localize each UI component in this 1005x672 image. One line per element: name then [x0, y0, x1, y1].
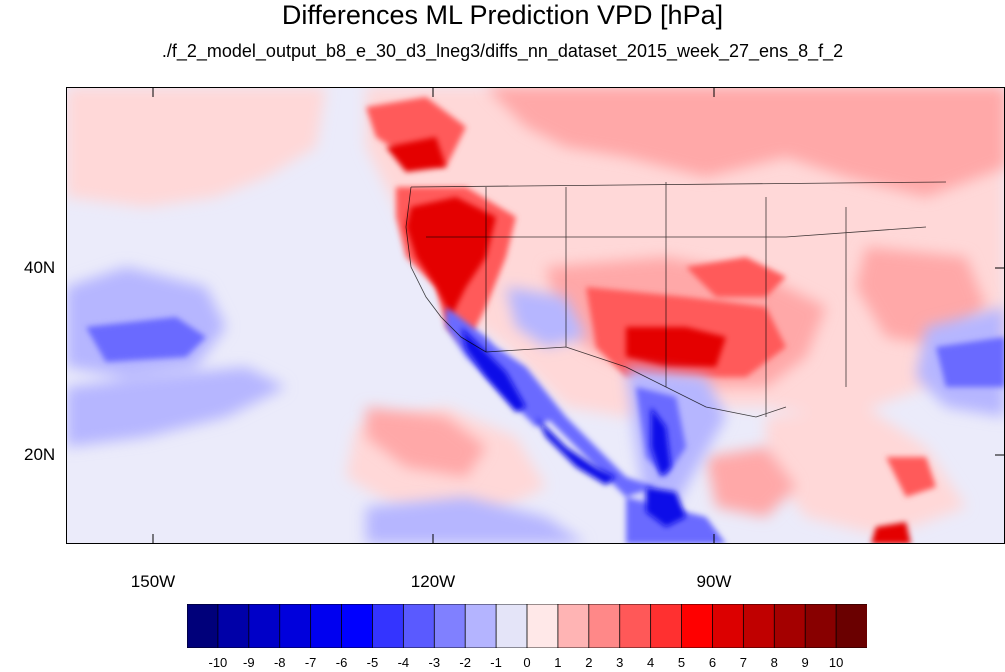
colorbar-swatch — [248, 604, 281, 648]
colorbar-swatch — [402, 604, 436, 648]
colorbar-tick-label: 8 — [770, 655, 778, 670]
colorbar-tick-label: 2 — [585, 655, 593, 670]
colorbar-swatch — [187, 604, 219, 648]
colorbar-tick-label: 5 — [677, 655, 686, 670]
colorbar-swatch — [619, 604, 652, 648]
lon-label-90w: 90W — [696, 572, 732, 591]
colorbar-tick-label: 3 — [616, 655, 624, 670]
colorbar-tick-label: 6 — [708, 655, 717, 670]
colorbar-tick-label: -6 — [335, 655, 348, 670]
colorbar-tick-label: 0 — [523, 655, 531, 670]
figure-title: Differences ML Prediction VPD [hPa] — [281, 0, 724, 30]
colorbar-swatch — [310, 604, 343, 648]
colorbar-tick-label: 7 — [739, 655, 747, 670]
colorbar-swatch — [526, 604, 559, 648]
colorbar-tick-label: -9 — [243, 655, 255, 670]
colorbar — [187, 604, 867, 648]
colorbar-swatch — [588, 604, 621, 648]
colorbar-swatch — [557, 604, 590, 648]
colorbar-tick-label: -2 — [459, 655, 471, 670]
colorbar-swatch — [341, 604, 374, 648]
negative-anomaly-strong — [461, 327, 686, 527]
colorbar-tick-label: -3 — [428, 655, 441, 670]
colorbar-tick-label: -5 — [366, 655, 379, 670]
figure-subtitle: ./f_2_model_output_b8_e_30_d3_lneg3/diff… — [161, 41, 844, 61]
lat-label-40n: 40N — [24, 258, 56, 277]
colorbar-swatch — [773, 604, 807, 648]
colorbar-tick-label: 1 — [554, 655, 562, 670]
colorbar-swatch — [835, 604, 867, 648]
colorbar-swatch — [217, 604, 250, 648]
colorbar-swatch — [681, 604, 714, 648]
boundaries — [405, 181, 947, 418]
positive-anomaly-peak — [386, 137, 911, 544]
colorbar-tick-label: -1 — [490, 655, 502, 670]
colorbar-swatch — [495, 604, 528, 648]
colorbar-tick-label: -4 — [397, 655, 410, 670]
lat-label-20n: 20N — [24, 445, 56, 464]
colorbar-swatch — [742, 604, 776, 648]
colorbar-swatch — [712, 604, 745, 648]
colorbar-tick-label: 9 — [801, 655, 809, 670]
colorbar-tick-label: -7 — [304, 655, 317, 670]
colorbar-tick-label: -10 — [208, 655, 228, 670]
colorbar-swatch — [650, 604, 683, 648]
vpd-difference-map — [66, 87, 1005, 544]
lon-label-150w: 150W — [130, 572, 176, 591]
lon-label-120w: 120W — [410, 572, 456, 591]
colorbar-swatch — [372, 604, 405, 648]
colorbar-swatch — [433, 604, 467, 648]
colorbar-swatch — [464, 604, 497, 648]
colorbar-tick-label: 10 — [828, 655, 844, 670]
colorbar-swatch — [804, 604, 837, 648]
colorbar-swatch — [279, 604, 312, 648]
axis-ticks — [152, 87, 1005, 544]
colorbar-tick-label: -8 — [273, 655, 286, 670]
colorbar-tick-label: 4 — [647, 655, 655, 670]
